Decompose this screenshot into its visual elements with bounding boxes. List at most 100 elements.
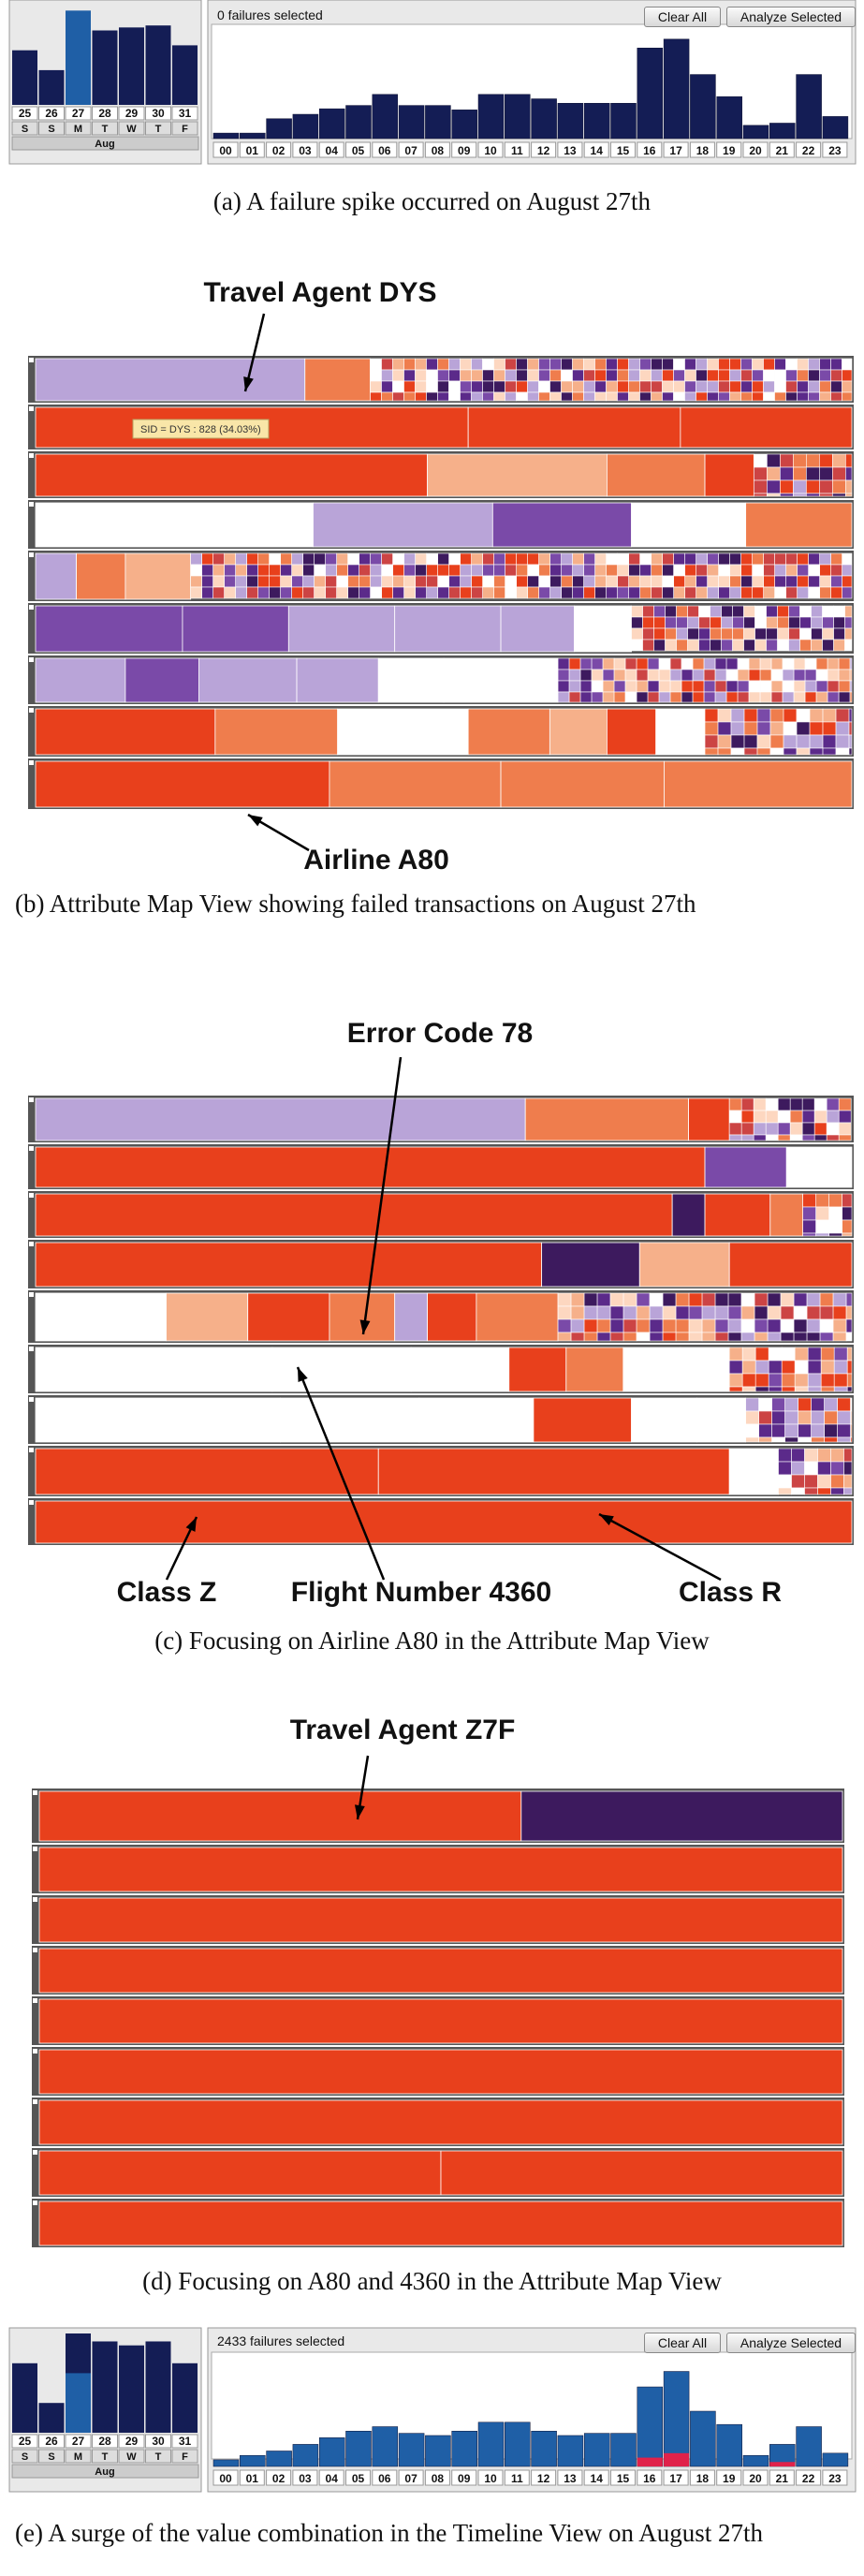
map-cell (833, 605, 845, 618)
weekday-box (11, 121, 38, 136)
map-cell (527, 575, 539, 588)
analyze-selected-button[interactable]: Analyze Selected (726, 2333, 856, 2353)
map-cell (809, 708, 824, 723)
map-cell (766, 627, 778, 640)
row-handle (29, 502, 34, 507)
map-cell (583, 1305, 598, 1320)
map-cell (609, 1292, 624, 1307)
map-cell (636, 1332, 651, 1342)
map-cell (763, 369, 775, 382)
hour-tick-label: 04 (326, 144, 339, 157)
map-cell (784, 1397, 798, 1412)
map-segment (35, 358, 306, 402)
map-segment (38, 2049, 843, 2095)
hour-tick-label: 15 (617, 2472, 630, 2485)
map-cell (770, 657, 783, 670)
map-cell (583, 552, 595, 566)
hour-tick-label: 11 (511, 2472, 523, 2485)
map-cell (766, 616, 778, 629)
map-cell (848, 721, 853, 736)
map-cell (845, 453, 853, 468)
map-cell (725, 691, 739, 703)
hour-tick-label: 10 (484, 2472, 497, 2485)
map-cell (583, 391, 595, 402)
map-cell (662, 380, 674, 393)
map-cell (302, 564, 315, 577)
map-cell (568, 680, 581, 693)
map-cell (807, 1347, 822, 1362)
map-cell (549, 358, 562, 371)
map-cell (797, 575, 809, 588)
map-cell (822, 708, 837, 723)
map-cell (740, 586, 753, 599)
map-cell (782, 680, 795, 693)
hour-tick-label: 22 (802, 144, 815, 157)
map-cell (768, 1360, 783, 1375)
weekday-box (171, 121, 198, 136)
map-cell (591, 691, 604, 703)
hour-label-box (292, 2469, 318, 2486)
map-cell (820, 1386, 835, 1392)
weekday-label: S (48, 124, 54, 135)
map-cell (606, 391, 618, 402)
map-cell (609, 1332, 624, 1342)
weekday-label: S (22, 124, 28, 135)
map-cell (314, 552, 326, 566)
map-cell (561, 575, 573, 588)
map-cell (291, 564, 303, 577)
map-cell (728, 1360, 743, 1375)
hour-tick-label: 02 (272, 2472, 286, 2485)
analyze-selected-button[interactable]: Analyze Selected (726, 7, 856, 27)
map-cell (830, 564, 842, 577)
hour-tick-label: 16 (643, 2472, 656, 2485)
day-label-box (92, 106, 118, 121)
row-handle (29, 1242, 34, 1246)
day-bar (38, 69, 65, 105)
map-cell (828, 1232, 842, 1237)
map-cell (837, 1397, 851, 1412)
map-cell (579, 691, 593, 703)
hour-bar (318, 108, 345, 140)
hour-tick-label: 13 (564, 2472, 577, 2485)
map-cell (793, 691, 806, 703)
hour-bar (742, 2454, 769, 2467)
map-cell (850, 1397, 853, 1412)
map-cell (832, 479, 846, 494)
map-cell (201, 586, 213, 599)
map-segment (769, 1193, 804, 1237)
map-cell (653, 605, 666, 618)
day-tick-label: 27 (72, 2435, 85, 2448)
map-cell (636, 669, 649, 682)
map-segment (76, 552, 126, 600)
map-cell (813, 1097, 827, 1111)
map-cell (381, 586, 393, 599)
day-label-box (145, 2434, 171, 2449)
row-handle (29, 1397, 34, 1402)
map-cell (561, 564, 573, 577)
hour-label-box (689, 2469, 715, 2486)
map-cell (842, 358, 853, 371)
map-cell (843, 1461, 853, 1476)
map-cell (728, 1097, 742, 1111)
map-cell (830, 1474, 844, 1489)
map-cell (737, 657, 750, 670)
map-cell (768, 1373, 783, 1388)
row-handle (29, 358, 34, 362)
map-cell (811, 1397, 825, 1412)
map-cell (583, 369, 595, 382)
map-cell (622, 1332, 637, 1342)
map-cell (684, 564, 696, 577)
map-cell (437, 552, 449, 566)
clear-all-button[interactable]: Clear All (644, 2333, 721, 2353)
map-cell (681, 691, 694, 703)
map-segment (35, 605, 183, 653)
map-cell (624, 691, 637, 703)
clear-all-button[interactable]: Clear All (644, 7, 721, 27)
hour-label-box (372, 2469, 398, 2486)
map-cell (827, 691, 840, 703)
map-cell (370, 564, 382, 577)
hour-label-box (557, 2469, 583, 2486)
map-cell (727, 1332, 742, 1342)
map-cell (830, 1461, 844, 1476)
map-cell (785, 586, 798, 599)
